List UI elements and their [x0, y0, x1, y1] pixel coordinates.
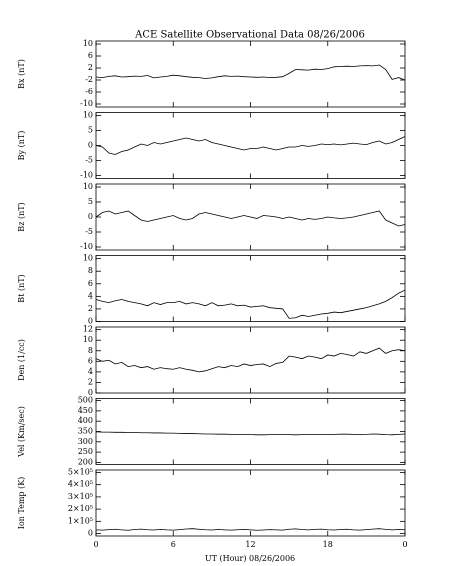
y-axis-label: Vel (Km/sec) [17, 406, 26, 458]
y-tick-label: 10 [83, 254, 93, 263]
y-axis-label: Bt (nT) [17, 274, 26, 302]
y-tick-label: 10 [83, 39, 93, 48]
y-tick-label: 3×10⁵ [68, 492, 93, 501]
y-tick-label: 10 [83, 182, 93, 191]
y-tick-label: 250 [78, 447, 93, 456]
y-tick-label: -5 [85, 156, 93, 165]
y-axis-label: Ion Temp (K) [17, 477, 26, 530]
y-tick-label: 1×10⁵ [68, 516, 93, 525]
y-tick-label: 4 [88, 291, 93, 300]
y-tick-label: 10 [83, 111, 93, 120]
y-tick-label: 450 [78, 406, 93, 415]
y-tick-label: 300 [78, 437, 93, 446]
y-tick-label: 5×10⁵ [68, 467, 93, 476]
data-line [95, 528, 406, 531]
chart-title: ACE Satellite Observational Data 08/26/2… [134, 30, 365, 41]
y-axis-label: By (nT) [17, 131, 26, 161]
y-tick-label: 400 [78, 416, 93, 425]
y-tick-label: -10 [80, 99, 93, 108]
y-tick-label: 10 [83, 335, 93, 344]
data-line [95, 347, 406, 373]
y-tick-label: 6 [88, 51, 93, 60]
y-axis-label: Bx (nT) [17, 59, 26, 89]
y-tick-label: 0 [88, 141, 93, 150]
y-tick-label: 5 [88, 126, 93, 135]
y-tick-label: 2 [88, 63, 93, 72]
y-tick-label: 0 [88, 317, 93, 326]
x-axis-label: UT (Hour) 08/26/2006 [205, 554, 295, 563]
y-tick-label: 2 [88, 377, 93, 386]
y-tick-label: 5 [88, 197, 93, 206]
y-tick-label: -10 [80, 171, 93, 180]
x-tick-label: 18 [323, 540, 333, 549]
y-tick-label: -6 [85, 87, 93, 96]
y-tick-label: 4×10⁵ [68, 480, 93, 489]
data-line [95, 210, 406, 227]
y-tick-label: 6 [88, 279, 93, 288]
data-line [95, 64, 406, 81]
y-tick-label: 6 [88, 356, 93, 365]
y-tick-label: -10 [80, 242, 93, 251]
x-tick-label: 0 [402, 540, 407, 549]
y-tick-label: 0 [88, 212, 93, 221]
y-tick-label: 2×10⁵ [68, 504, 93, 513]
data-line [95, 136, 406, 155]
x-tick-label: 0 [93, 540, 98, 549]
y-axis-label: Den (1/cc) [17, 339, 26, 381]
y-tick-label: 0 [88, 388, 93, 397]
y-tick-label: 500 [78, 396, 93, 405]
y-tick-label: -5 [85, 227, 93, 236]
y-tick-label: 350 [78, 427, 93, 436]
data-line [95, 289, 406, 319]
y-tick-label: 2 [88, 304, 93, 313]
y-tick-label: 8 [88, 266, 93, 275]
y-tick-label: 200 [78, 457, 93, 466]
y-axis-label: Bz (nT) [17, 202, 26, 231]
y-tick-label: -2 [85, 75, 93, 84]
y-tick-label: 8 [88, 346, 93, 355]
x-tick-label: 6 [171, 540, 176, 549]
x-tick-label: 12 [245, 540, 255, 549]
y-tick-label: 4 [88, 367, 93, 376]
y-tick-label: 12 [83, 325, 93, 334]
y-tick-label: 0 [88, 529, 93, 538]
data-line [95, 431, 406, 436]
